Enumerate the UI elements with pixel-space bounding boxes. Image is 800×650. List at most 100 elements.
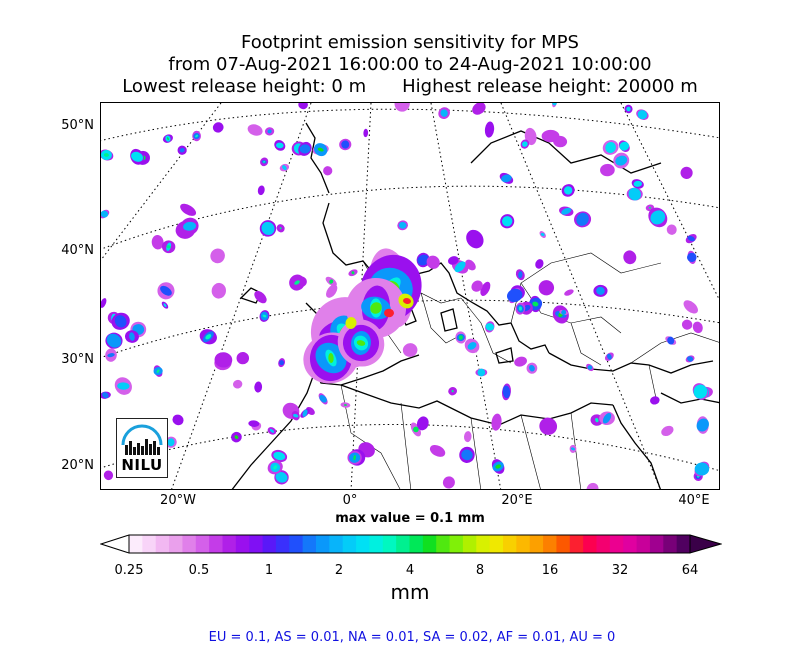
colorbar-swatch <box>462 535 477 553</box>
sensitivity-blob <box>648 206 651 209</box>
plot-title-line1: Footprint emission sensitivity for MPS <box>241 32 579 53</box>
sensitivity-blob <box>262 314 267 318</box>
sensitivity-blob <box>538 280 555 296</box>
colorbar-swatch <box>209 535 223 553</box>
region-maxima-text: EU = 0.1, AS = 0.01, NA = 0.01, SA = 0.0… <box>208 630 616 645</box>
sensitivity-blob <box>317 147 324 152</box>
sensitivity-blob <box>458 335 463 340</box>
sensitivity-blob <box>129 332 135 341</box>
sensitivity-blob <box>447 256 459 265</box>
colorbar-swatch <box>489 535 504 553</box>
colorbar-tick-label: 4 <box>405 563 415 578</box>
lon-label-40e: 40°E <box>678 493 710 508</box>
sensitivity-blob <box>502 385 511 399</box>
sensitivity-blob <box>254 381 263 393</box>
sensitivity-blob <box>683 300 698 314</box>
colorbar-swatch <box>249 535 264 553</box>
sensitivity-blob <box>131 151 144 162</box>
sensitivity-blob <box>451 390 454 393</box>
colorbar-swatch <box>596 535 611 553</box>
sensitivity-blob <box>477 368 486 377</box>
colorbar-swatch <box>476 535 491 553</box>
sensitivity-blob <box>495 464 501 469</box>
sensitivity-blob <box>214 352 233 368</box>
sensitivity-blob <box>694 462 710 476</box>
colorbar-swatch <box>449 535 464 553</box>
sensitivity-blob <box>522 141 528 147</box>
sensitivity-blob <box>693 384 708 399</box>
sensitivity-blob <box>681 319 693 330</box>
colorbar-swatch <box>409 535 424 553</box>
sensitivity-blob <box>535 259 544 269</box>
nilu-logo: NILU <box>116 418 168 478</box>
sensitivity-blob <box>160 285 172 296</box>
sensitivity-blob <box>518 306 522 311</box>
sensitivity-blob <box>484 121 495 138</box>
graticule-lat-20 <box>101 424 719 471</box>
sensitivity-blob <box>351 271 355 275</box>
sensitivity-blob <box>563 186 573 195</box>
max-value-text: max value = 0.1 mm <box>335 511 485 526</box>
sensitivity-blob <box>356 340 366 346</box>
sensitivity-blob <box>273 451 286 461</box>
sensitivity-blob <box>539 417 558 435</box>
lowest-release-height: Lowest release height: 0 m <box>122 76 367 97</box>
sensitivity-blob <box>596 286 605 295</box>
lat-label-30n: 30°N <box>61 352 94 367</box>
sensitivity-blob <box>293 413 299 418</box>
sensitivity-blob <box>107 353 115 358</box>
sensitivity-blob <box>429 444 446 457</box>
colorbar-swatch <box>222 535 237 553</box>
colorbar-swatch <box>529 535 544 553</box>
sensitivity-blob <box>633 180 642 187</box>
sensitivity-blob <box>692 321 703 334</box>
colorbar-tick-label: 1 <box>264 563 274 578</box>
plot-title-line2: from 07-Aug-2021 16:00:00 to 24-Aug-2021… <box>168 54 652 75</box>
sensitivity-blob <box>615 155 628 166</box>
sensitivity-blob <box>345 317 357 329</box>
colorbar-swatch <box>436 535 451 553</box>
colorbar-swatch <box>262 535 277 553</box>
sensitivity-blob <box>666 224 677 235</box>
colorbar-swatch <box>235 535 250 553</box>
sensitivity-blob <box>101 210 109 218</box>
sensitivity-blob <box>262 160 266 163</box>
sensitivity-blob <box>299 144 311 154</box>
sensitivity-blob <box>605 141 616 153</box>
sensitivity-blob <box>466 229 484 249</box>
colorbar-tick-label: 32 <box>611 563 629 578</box>
sensitivity-blob <box>650 396 660 405</box>
sensitivity-blob <box>696 418 709 432</box>
graticule-lon-m10 <box>171 103 312 489</box>
sensitivity-blob <box>341 140 350 149</box>
colorbar-swatch <box>649 535 664 553</box>
sensitivity-blob <box>667 336 675 345</box>
sensitivity-blob <box>257 185 265 196</box>
sensitivity-blob <box>167 438 175 447</box>
sensitivity-blob <box>398 221 407 229</box>
colorbar-swatch <box>129 535 143 553</box>
sensitivity-blob <box>480 281 491 296</box>
colorbar-tick-label: 16 <box>541 563 559 578</box>
colorbar-swatch <box>302 535 317 553</box>
lon-label-20e: 20°E <box>501 493 533 508</box>
colorbar-tick-label: 64 <box>681 563 699 578</box>
sensitivity-blob <box>302 409 308 417</box>
colorbar-tick-label: 8 <box>475 563 485 578</box>
sensitivity-blob <box>529 364 535 372</box>
sensitivity-blob <box>506 288 523 303</box>
sensitivity-blob <box>467 342 477 350</box>
sensitivity-blob <box>687 356 694 362</box>
colorbar-swatch <box>369 535 384 553</box>
sensitivity-blob <box>501 174 512 183</box>
graticule-lon-10 <box>430 103 502 489</box>
sensitivity-blob <box>623 250 637 265</box>
sensitivity-blob <box>326 284 338 298</box>
sensitivity-field <box>101 103 713 489</box>
sensitivity-blob <box>587 365 593 370</box>
sensitivity-blob <box>532 301 539 307</box>
sensitivity-blob <box>687 235 695 242</box>
sensitivity-blob <box>353 455 356 461</box>
colorbar-swatch <box>356 535 370 553</box>
colorbar-swatch <box>623 535 638 553</box>
